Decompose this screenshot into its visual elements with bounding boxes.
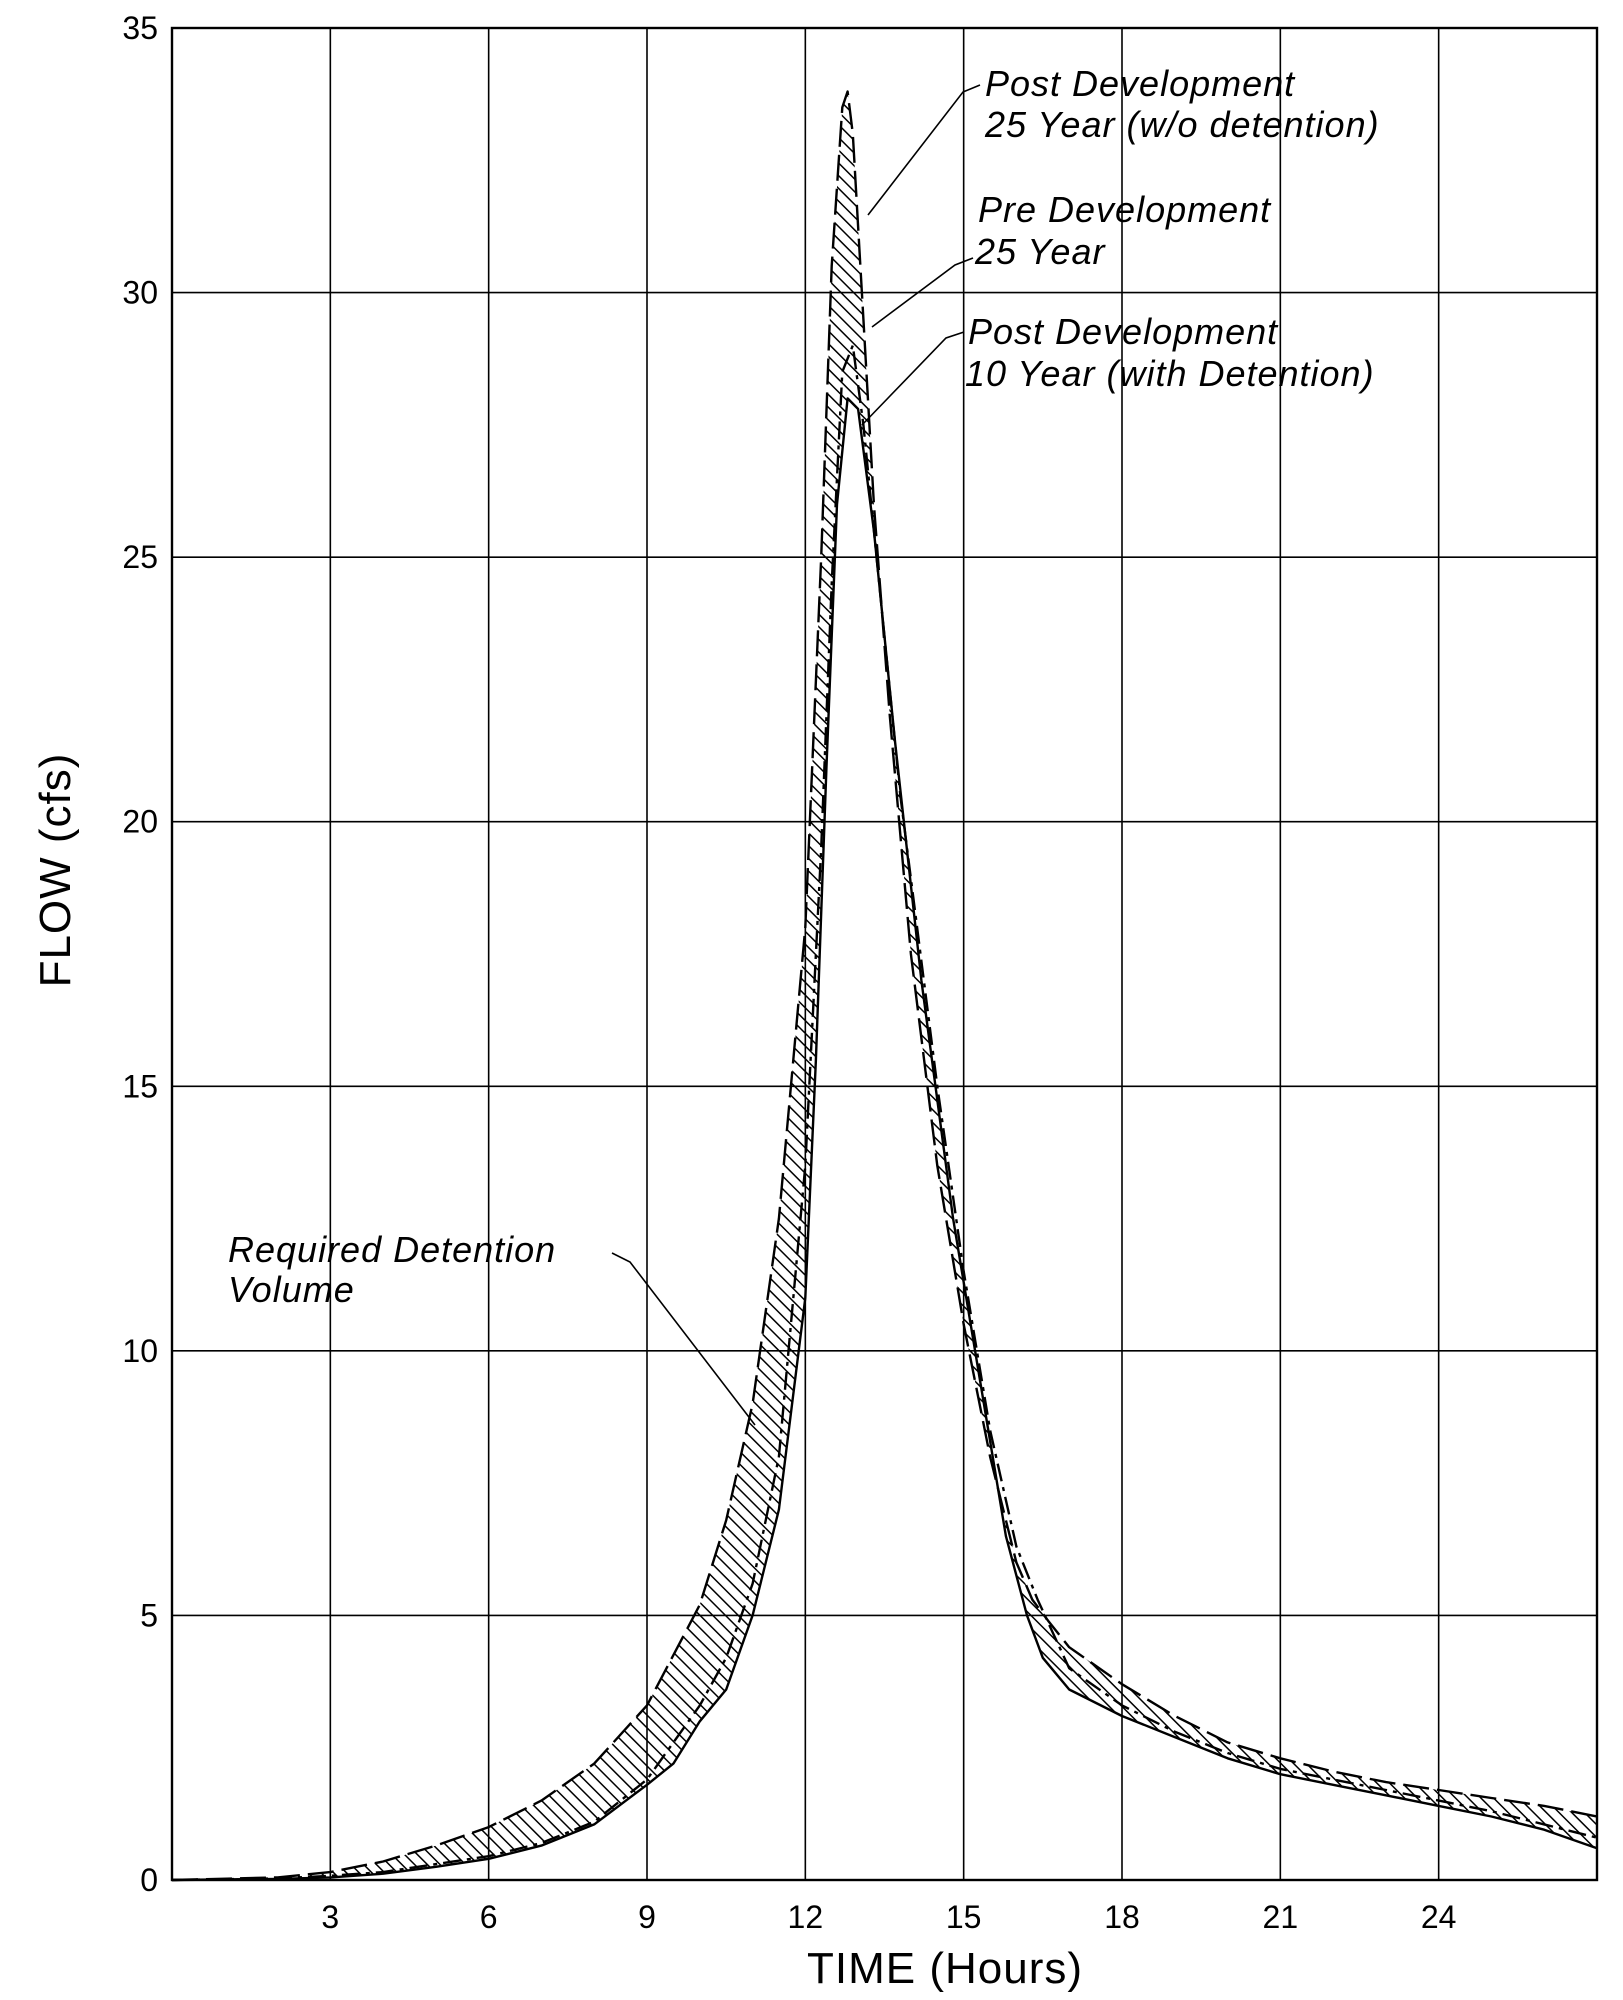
y-tick-label: 15 (122, 1068, 158, 1104)
x-tick-label: 9 (638, 1899, 656, 1935)
x-tick-label: 15 (946, 1899, 982, 1935)
x-tick-label: 21 (1263, 1899, 1299, 1935)
annotation-post-dev-10yr: Post Development 10 Year (with Detention… (861, 311, 1375, 426)
y-tick-label: 35 (122, 10, 158, 46)
series-post-dev-25yr (171, 90, 1598, 1882)
y-tick-label: 5 (140, 1597, 158, 1633)
y-axis-title: FLOW (cfs) (31, 753, 80, 988)
annotation-post-dev-25yr: Post Development 25 Year (w/o detention) (867, 63, 1380, 216)
x-tick-label: 6 (480, 1899, 498, 1935)
plot-frame (170, 26, 1599, 1882)
x-tick-label: 18 (1104, 1899, 1140, 1935)
annotation-required-detention-line1: Required Detention (228, 1229, 556, 1270)
x-tick-label: 3 (321, 1899, 339, 1935)
y-tick-label: 10 (122, 1333, 158, 1369)
leader-post-dev-10yr (861, 331, 965, 426)
leader-required-detention (611, 1252, 756, 1426)
annotation-post-dev-10yr-line1: Post Development (968, 311, 1279, 352)
x-axis-title: TIME (Hours) (807, 1944, 1083, 1993)
x-tick-label: 12 (788, 1899, 824, 1935)
y-tick-label: 25 (122, 539, 158, 575)
annotation-post-dev-10yr-line2: 10 Year (with Detention) (965, 353, 1375, 394)
annotation-post-dev-25yr-line2: 25 Year (w/o detention) (984, 104, 1380, 145)
series (171, 90, 1598, 1882)
annotation-pre-dev-25yr-line2: 25 Year (974, 231, 1106, 272)
annotation-required-detention-line2: Volume (228, 1269, 355, 1310)
y-tick-label: 0 (140, 1862, 158, 1898)
annotation-pre-dev-25yr-line1: Pre Development (978, 189, 1272, 230)
grid (172, 28, 1597, 1880)
y-tick-label: 20 (122, 804, 158, 840)
leader-post-dev-25yr (867, 84, 981, 216)
annotation-required-detention: Required Detention Volume (228, 1229, 756, 1426)
detention-volume-hatch (172, 91, 1597, 1880)
leader-pre-dev-25yr (871, 257, 974, 328)
detention-volume-area (172, 91, 1597, 1880)
annotation-pre-dev-25yr: Pre Development 25 Year (871, 189, 1272, 328)
series-post-dev-10yr (171, 397, 1598, 1882)
x-tick-label: 24 (1421, 1899, 1457, 1935)
annotation-post-dev-25yr-line1: Post Development (985, 63, 1296, 104)
y-tick-label: 30 (122, 275, 158, 311)
series-pre-dev-25yr (171, 344, 1598, 1882)
tick-labels: 3 6 9 12 15 18 21 24 0 5 10 15 20 25 30 35 (122, 10, 1456, 1935)
